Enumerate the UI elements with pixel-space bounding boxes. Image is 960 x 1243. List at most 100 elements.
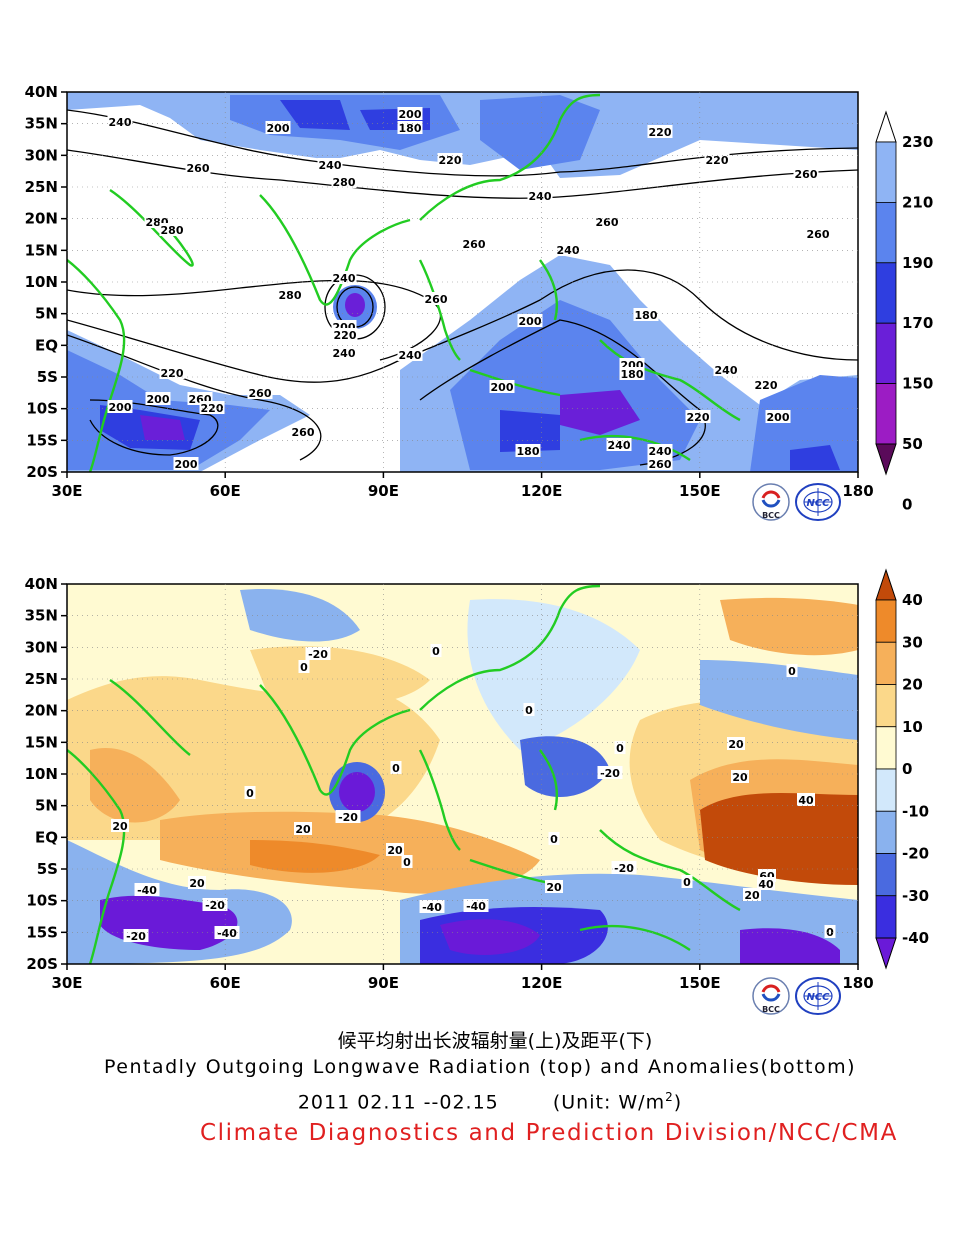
top-contour-label: 260 <box>795 168 818 181</box>
bot-orange-band-core <box>250 840 380 873</box>
top-contour-label: 220 <box>755 379 778 392</box>
bcc-logo-bottom: BCC <box>750 976 792 1020</box>
top-y-tick-label: EQ <box>35 336 58 354</box>
bot-deep-far-se <box>740 928 840 964</box>
top-contour-label-bg <box>647 125 673 138</box>
bottom-contour-label-bg <box>390 761 402 774</box>
bcc-logo-top: BCC <box>750 482 792 526</box>
top-coast-australia <box>579 434 691 461</box>
top-x-axis: 30E 60E 90E 120E 150E 180 <box>51 92 874 500</box>
top-contour-label: 240 <box>399 349 422 362</box>
top-contour-label-bg <box>633 308 659 321</box>
bottom-colorbar-label: -10 <box>902 802 929 820</box>
top-contour-label-bg <box>793 167 819 180</box>
svg-text:BCC: BCC <box>762 511 780 520</box>
bottom-contour-label-bg <box>614 741 626 754</box>
bottom-y-tick-label: 5N <box>35 797 58 815</box>
caption-unit: (Unit: W/m <box>552 1091 666 1114</box>
top-contour-label-bg <box>753 378 779 391</box>
top-contour-label-bg <box>423 292 449 305</box>
top-contour-label: 280 <box>279 289 302 302</box>
top-contour-label: 220 <box>706 154 729 167</box>
bottom-contour-label-bg <box>134 883 160 896</box>
top-x-tick-label: 90E <box>368 482 399 500</box>
top-contour-label: 220 <box>439 154 462 167</box>
top-colorbar-band <box>875 141 897 203</box>
bottom-y-tick-label: 35N <box>25 607 58 625</box>
bottom-contour-label: -20 <box>600 767 620 780</box>
top-y-axis: 40N 35N 30N 25N 20N 15N 10N 5N EQ 5S 10S 15S 20S <box>25 83 858 481</box>
top-contour-sw-inner <box>89 399 219 456</box>
top-contour-label: 280 <box>161 224 184 237</box>
bottom-contour-label-bg <box>797 793 815 806</box>
top-north-east-blob <box>480 95 600 170</box>
top-colorbar-label: 190 <box>902 254 933 272</box>
bottom-colorbar-band <box>875 684 897 728</box>
top-colorbar-label: 230 <box>902 133 933 151</box>
top-y-tick-label: 5S <box>37 368 58 386</box>
bottom-colorbar-band <box>875 895 897 939</box>
ncc-logo-bottom: NCC <box>794 976 842 1020</box>
top-contour-label: 220 <box>334 329 357 342</box>
top-contour-label: 200 <box>399 108 422 121</box>
bottom-colorbar-band <box>875 768 897 812</box>
top-colorbar-band <box>875 262 897 324</box>
top-bay-core <box>345 293 365 317</box>
top-contour-label-bg <box>159 366 185 379</box>
bottom-y-tick-label: EQ <box>35 828 58 846</box>
bottom-colorbar-label: 0 <box>902 760 912 778</box>
bot-red-east <box>700 793 858 885</box>
top-y-tick-label: 15S <box>26 431 58 449</box>
bottom-x-tick-label: 60E <box>210 974 241 992</box>
top-contour-label-bg <box>397 121 423 134</box>
bottom-y-tick-label: 10S <box>26 892 58 910</box>
bottom-contour-label-bg <box>548 832 560 845</box>
bottom-contour-label: -40 <box>137 884 157 897</box>
top-contour-se <box>419 319 706 466</box>
top-contour-label-bg <box>107 115 133 128</box>
top-y-tick-label: 10N <box>25 273 58 291</box>
top-contour-label: 200 <box>175 458 198 471</box>
top-contour-label: 240 <box>715 364 738 377</box>
bottom-y-tick-label: 15N <box>25 733 58 751</box>
top-contour-label: 220 <box>161 367 184 380</box>
bottom-contour-label: -40 <box>466 900 486 913</box>
bottom-contour-label-bg <box>111 819 129 832</box>
bottom-contour-label-bg <box>731 770 749 783</box>
bottom-contour-label-bg <box>294 822 312 835</box>
top-contour-label: 240 <box>333 272 356 285</box>
bottom-colorbar-label: -20 <box>902 845 929 863</box>
top-contour-label-bg <box>247 386 273 399</box>
top-contour-label: 240 <box>333 347 356 360</box>
top-x-tick-label: 180 <box>842 482 873 500</box>
caption-date-unit: 2011 02.11 --02.15 (Unit: W/m2) <box>0 1090 960 1113</box>
top-contour-label: 180 <box>399 122 422 135</box>
bottom-contour-label-bg <box>419 900 445 913</box>
top-contour-label-bg <box>332 328 358 341</box>
bottom-contour-label-bg <box>611 861 637 874</box>
bottom-colorbar-label: 20 <box>902 676 923 694</box>
top-colorbar-label: 50 <box>902 435 923 453</box>
top-contour-label: 260 <box>463 238 486 251</box>
bottom-y-tick-label: 20N <box>25 702 58 720</box>
top-colorbar-label: 170 <box>902 314 933 332</box>
bottom-contour-label: 0 <box>432 645 440 658</box>
bottom-y-axis: 40N 35N 30N 25N 20N 15N 10N 5N EQ 5S 10S 15S 20S <box>25 575 858 973</box>
top-contour-label-bg <box>647 457 673 470</box>
ncc-logo-top: NCC <box>794 482 842 526</box>
top-contour-label-bg <box>199 401 225 414</box>
svg-text:NCC: NCC <box>806 992 830 1003</box>
top-core-south-east <box>560 390 640 435</box>
top-contour-label: 180 <box>517 445 540 458</box>
bottom-colorbar-label: 30 <box>902 633 923 651</box>
bottom-contour-label-bg <box>202 898 228 911</box>
top-colorbar-top-arrow <box>875 110 897 143</box>
bottom-contour-label: 0 <box>683 876 691 889</box>
top-y-tick-label: 15N <box>25 241 58 259</box>
bottom-contour-label: 20 <box>189 877 205 890</box>
top-y-tick-label: 35N <box>25 115 58 133</box>
top-contour-label: 240 <box>557 244 580 257</box>
bottom-contour-label: 20 <box>546 881 562 894</box>
top-contour-label-bg <box>397 107 423 120</box>
bottom-contour-label: -20 <box>338 811 358 824</box>
